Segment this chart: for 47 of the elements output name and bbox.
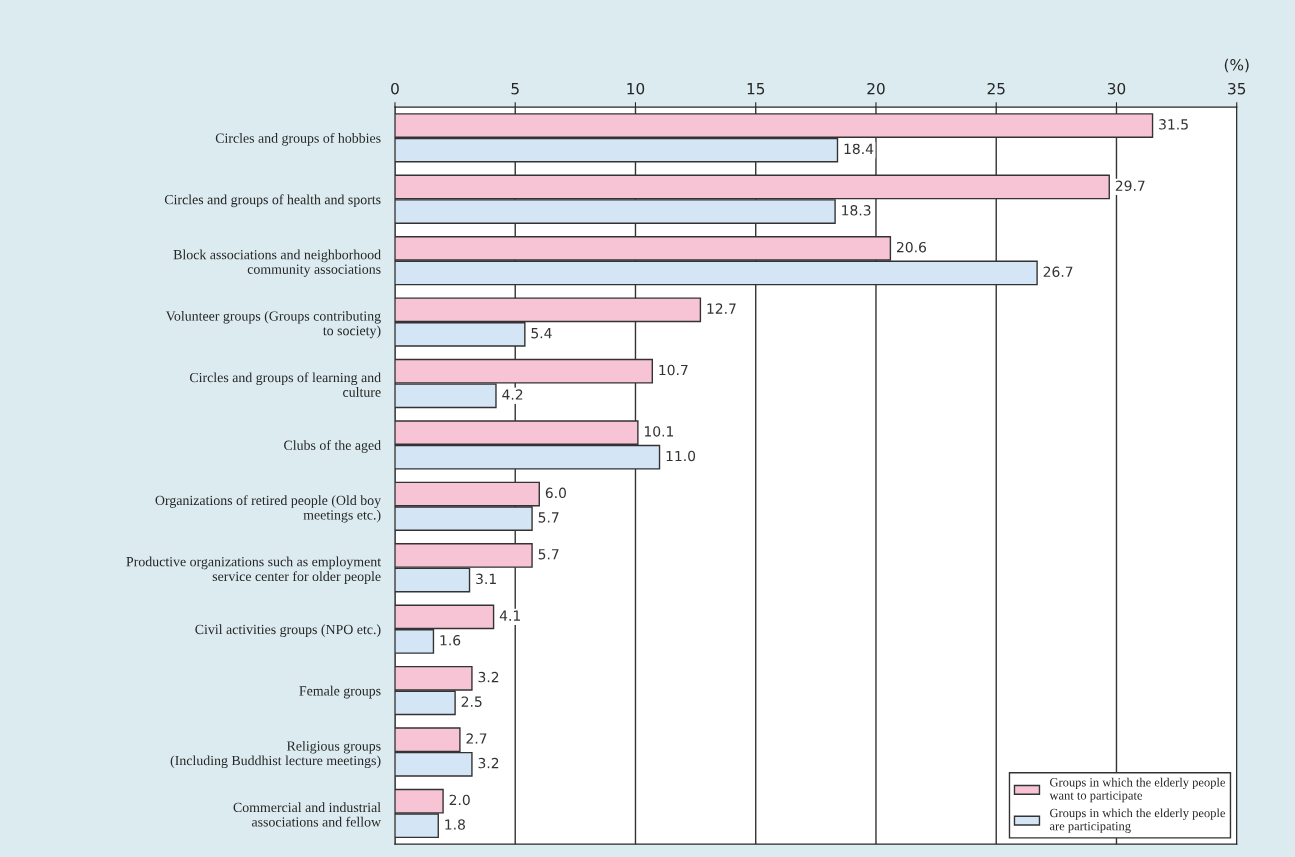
data-label: 3.2 [478,757,499,769]
y-tick-label: Block associations and neighborhood community associations [173,249,381,277]
data-label: 31.5 [1159,119,1188,130]
x-tick-label: 15 [747,83,765,95]
x-tick-label: 10 [627,82,645,95]
data-label: 2.0 [449,794,470,806]
data-label: 4.2 [502,389,523,400]
data-label: 11.0 [666,450,696,462]
x-tick-label: 35 [1228,82,1246,95]
data-label: 4.1 [499,610,520,621]
data-label: 3.2 [478,671,499,683]
data-label: 6.0 [545,487,566,499]
x-tick-label: 30 [1107,82,1126,95]
data-label: 5.7 [538,512,559,523]
y-tick-label: Productive organizations such as employment service center for older people [126,556,381,584]
y-tick-label: Clubs of the aged [284,440,381,453]
x-tick-label: 0 [391,82,399,95]
data-label: 18.4 [844,143,874,155]
y-tick-label: Circles and groups of learning and culture [189,372,381,397]
data-label: 10.1 [644,426,674,437]
y-tick-label: Circles and groups of health and sports [164,194,381,208]
data-label: 29.7 [1115,180,1145,191]
data-label: 12.7 [707,303,736,314]
x-tick-label: 5 [511,83,519,95]
y-tick-label: Civil activities groups (NPO etc.) [195,624,381,637]
y-tick-label: Female groups [299,685,381,699]
y-tick-label: Volunteer groups (Groups contributing to society) [165,310,381,339]
y-tick-label: Commercial and industrial associations and fellow [233,802,382,827]
data-label: 18.3 [842,205,871,216]
y-tick-label: Circles and groups of hobbies [215,132,381,146]
data-label: 5.7 [538,549,559,560]
y-tick-label: Organizations of retired people (Old boy meetings etc.) [155,495,382,523]
x-tick-label: 25 [987,82,1005,95]
data-label: 10.7 [659,364,688,376]
y-tick-label: Religious groups (Including Buddhist lecture meetings) [170,740,381,769]
data-label: 3.1 [476,573,496,585]
data-label: 1.8 [445,819,465,830]
legend-label: Groups in which the elderly people want to participate [1049,777,1226,803]
legend-label: Groups in which the elderly people are participating [1049,808,1226,833]
data-label: 1.6 [440,634,461,646]
data-label: 2.7 [466,733,487,744]
data-label: 20.6 [896,241,927,253]
data-label: 26.7 [1043,266,1073,277]
data-label: 5.4 [531,328,552,339]
data-label: 2.5 [461,696,482,707]
x-tick-label: 20 [867,82,885,95]
x-axis-title: (%) [1224,58,1249,73]
